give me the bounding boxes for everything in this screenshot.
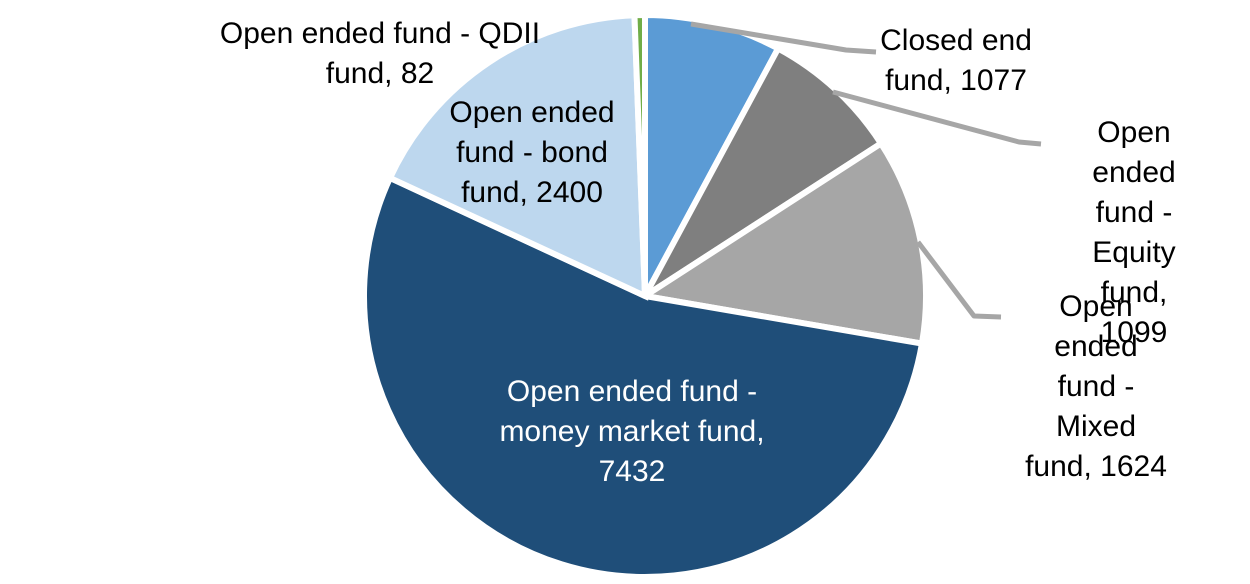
- data-label-open-ended-fund-equity-fund: Open ended fund - Equity fund, 1099: [1092, 116, 1176, 349]
- leader-line-open-ended-fund-equity-fund: [832, 89, 1042, 147]
- data-label-open-ended-fund-qdii-fund: Open ended fund - QDII fund, 82: [219, 17, 541, 90]
- data-label-open-ended-fund-mixed-fund: Open ended fund - Mixed fund, 1624: [1025, 290, 1167, 483]
- leader-line-closed-end-fund: [690, 21, 877, 55]
- pie-slice-open-ended-fund-mixed-fund[interactable]: [636, 139, 929, 348]
- data-label-closed-end-fund: Closed end fund, 1077: [880, 24, 1032, 97]
- pie-slice-open-ended-fund-money-market-fund[interactable]: [361, 173, 926, 580]
- pie-slice-open-ended-fund-equity-fund[interactable]: [642, 44, 886, 299]
- leader-line-open-ended-fund-mixed-fund: [916, 240, 1002, 320]
- data-label-open-ended-fund-bond-fund: Open ended fund - bond fund, 2400: [449, 96, 615, 209]
- pie-slice-open-ended-fund-bond-fund[interactable]: [386, 12, 649, 301]
- data-label-open-ended-fund-money-market-fund: Open ended fund - money market fund, 743…: [499, 375, 765, 488]
- pie-slice-closed-end-fund[interactable]: [642, 11, 783, 298]
- pie-slice-open-ended-fund-qdii-fund[interactable]: [631, 11, 648, 297]
